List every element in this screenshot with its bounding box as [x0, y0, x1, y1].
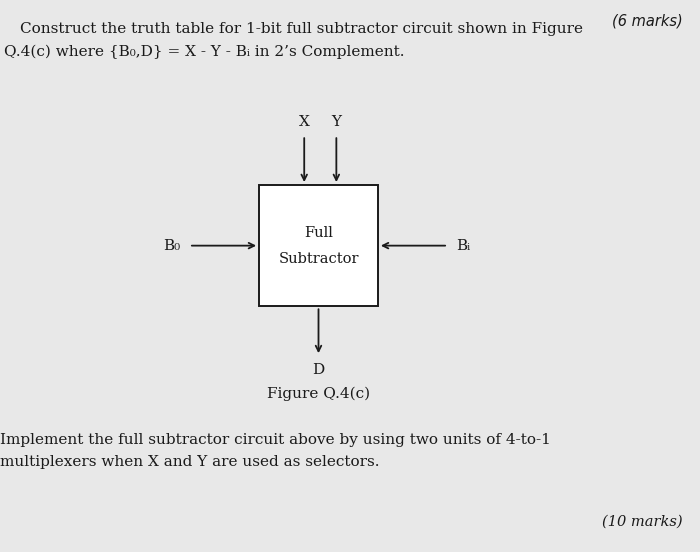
- Text: Full: Full: [304, 226, 333, 241]
- Text: B₀: B₀: [164, 238, 181, 253]
- Text: (6 marks): (6 marks): [612, 14, 682, 29]
- Text: Figure Q.4(c): Figure Q.4(c): [267, 386, 370, 401]
- Text: Y: Y: [331, 115, 342, 129]
- Text: Implement the full subtractor circuit above by using two units of 4-to-1: Implement the full subtractor circuit ab…: [0, 433, 551, 447]
- Bar: [259, 185, 378, 306]
- Text: X: X: [299, 115, 309, 129]
- Text: Construct the truth table for 1-bit full subtractor circuit shown in Figure: Construct the truth table for 1-bit full…: [20, 22, 582, 36]
- Text: (10 marks): (10 marks): [602, 515, 682, 529]
- Text: D: D: [312, 363, 325, 376]
- Text: multiplexers when X and Y are used as selectors.: multiplexers when X and Y are used as se…: [0, 455, 379, 469]
- Text: Bᵢ: Bᵢ: [456, 238, 470, 253]
- Text: Q.4(c) where {B₀,D} = X - Y - Bᵢ in 2’s Complement.: Q.4(c) where {B₀,D} = X - Y - Bᵢ in 2’s …: [4, 44, 404, 59]
- Text: Subtractor: Subtractor: [279, 252, 358, 267]
